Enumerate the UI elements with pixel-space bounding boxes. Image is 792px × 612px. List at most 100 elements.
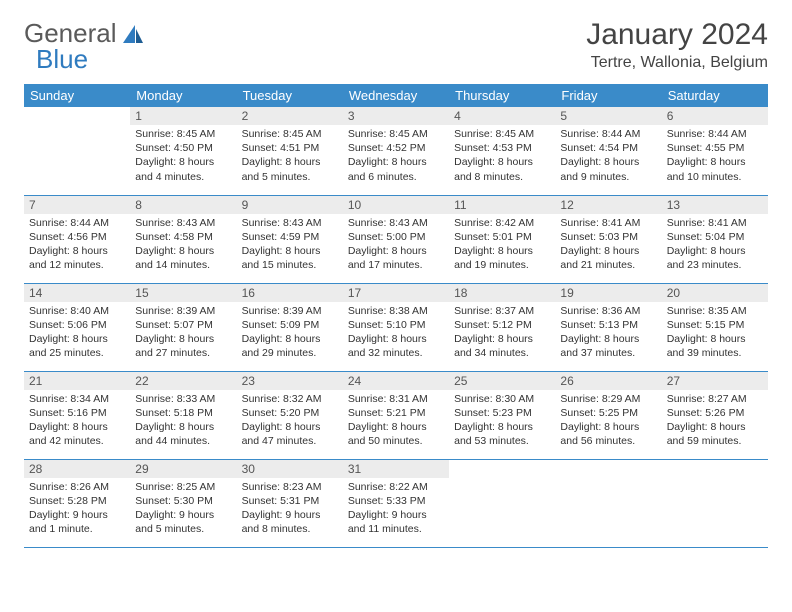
- daylight-text-1: Daylight: 8 hours: [242, 244, 338, 258]
- day-body: Sunrise: 8:43 AMSunset: 4:59 PMDaylight:…: [237, 214, 343, 277]
- daylight-text-2: and 29 minutes.: [242, 346, 338, 360]
- day-body: Sunrise: 8:43 AMSunset: 5:00 PMDaylight:…: [343, 214, 449, 277]
- calendar-day-cell: 18Sunrise: 8:37 AMSunset: 5:12 PMDayligh…: [449, 283, 555, 371]
- sunset-text: Sunset: 4:54 PM: [560, 141, 656, 155]
- daylight-text-1: Daylight: 8 hours: [560, 332, 656, 346]
- daylight-text-1: Daylight: 8 hours: [29, 332, 125, 346]
- sunset-text: Sunset: 4:52 PM: [348, 141, 444, 155]
- daylight-text-2: and 9 minutes.: [560, 170, 656, 184]
- day-body: Sunrise: 8:38 AMSunset: 5:10 PMDaylight:…: [343, 302, 449, 365]
- day-body: Sunrise: 8:45 AMSunset: 4:52 PMDaylight:…: [343, 125, 449, 188]
- sunset-text: Sunset: 5:01 PM: [454, 230, 550, 244]
- daylight-text-1: Daylight: 8 hours: [560, 155, 656, 169]
- daylight-text-1: Daylight: 8 hours: [454, 420, 550, 434]
- daylight-text-2: and 5 minutes.: [242, 170, 338, 184]
- day-body: Sunrise: 8:39 AMSunset: 5:07 PMDaylight:…: [130, 302, 236, 365]
- title-block: January 2024 Tertre, Wallonia, Belgium: [586, 18, 768, 72]
- daylight-text-1: Daylight: 9 hours: [135, 508, 231, 522]
- day-body: Sunrise: 8:23 AMSunset: 5:31 PMDaylight:…: [237, 478, 343, 541]
- daylight-text-1: Daylight: 8 hours: [135, 332, 231, 346]
- calendar-day-cell: 25Sunrise: 8:30 AMSunset: 5:23 PMDayligh…: [449, 371, 555, 459]
- day-number: 30: [237, 460, 343, 478]
- daylight-text-1: Daylight: 8 hours: [454, 155, 550, 169]
- calendar-day-cell: 22Sunrise: 8:33 AMSunset: 5:18 PMDayligh…: [130, 371, 236, 459]
- calendar-day-cell: 26Sunrise: 8:29 AMSunset: 5:25 PMDayligh…: [555, 371, 661, 459]
- location-text: Tertre, Wallonia, Belgium: [586, 54, 768, 72]
- sunrise-text: Sunrise: 8:42 AM: [454, 216, 550, 230]
- daylight-text-2: and 44 minutes.: [135, 434, 231, 448]
- sunset-text: Sunset: 5:25 PM: [560, 406, 656, 420]
- calendar-day-cell: 13Sunrise: 8:41 AMSunset: 5:04 PMDayligh…: [662, 195, 768, 283]
- daylight-text-2: and 34 minutes.: [454, 346, 550, 360]
- sunrise-text: Sunrise: 8:27 AM: [667, 392, 763, 406]
- weekday-header: Tuesday: [237, 84, 343, 107]
- sunrise-text: Sunrise: 8:43 AM: [135, 216, 231, 230]
- sunrise-text: Sunrise: 8:26 AM: [29, 480, 125, 494]
- day-body: Sunrise: 8:44 AMSunset: 4:55 PMDaylight:…: [662, 125, 768, 188]
- daylight-text-1: Daylight: 8 hours: [135, 420, 231, 434]
- sunset-text: Sunset: 5:09 PM: [242, 318, 338, 332]
- sunrise-text: Sunrise: 8:25 AM: [135, 480, 231, 494]
- day-number: 16: [237, 284, 343, 302]
- day-number: 23: [237, 372, 343, 390]
- sunset-text: Sunset: 5:33 PM: [348, 494, 444, 508]
- calendar-body: ..1Sunrise: 8:45 AMSunset: 4:50 PMDaylig…: [24, 107, 768, 547]
- day-number: 20: [662, 284, 768, 302]
- sunrise-text: Sunrise: 8:39 AM: [242, 304, 338, 318]
- calendar-day-cell: 4Sunrise: 8:45 AMSunset: 4:53 PMDaylight…: [449, 107, 555, 195]
- day-number: 2: [237, 107, 343, 125]
- sunset-text: Sunset: 4:59 PM: [242, 230, 338, 244]
- daylight-text-2: and 6 minutes.: [348, 170, 444, 184]
- month-title: January 2024: [586, 18, 768, 52]
- sunset-text: Sunset: 5:06 PM: [29, 318, 125, 332]
- daylight-text-1: Daylight: 8 hours: [242, 332, 338, 346]
- sunset-text: Sunset: 4:55 PM: [667, 141, 763, 155]
- calendar-head: SundayMondayTuesdayWednesdayThursdayFrid…: [24, 84, 768, 107]
- daylight-text-1: Daylight: 8 hours: [242, 155, 338, 169]
- daylight-text-1: Daylight: 8 hours: [348, 244, 444, 258]
- day-body: Sunrise: 8:34 AMSunset: 5:16 PMDaylight:…: [24, 390, 130, 453]
- day-body: Sunrise: 8:44 AMSunset: 4:56 PMDaylight:…: [24, 214, 130, 277]
- sunrise-text: Sunrise: 8:30 AM: [454, 392, 550, 406]
- daylight-text-1: Daylight: 8 hours: [667, 244, 763, 258]
- sunset-text: Sunset: 5:18 PM: [135, 406, 231, 420]
- day-body: Sunrise: 8:35 AMSunset: 5:15 PMDaylight:…: [662, 302, 768, 365]
- daylight-text-2: and 1 minute.: [29, 522, 125, 536]
- calendar-day-cell: 7Sunrise: 8:44 AMSunset: 4:56 PMDaylight…: [24, 195, 130, 283]
- calendar-day-cell: ..: [449, 459, 555, 547]
- weekday-header: Sunday: [24, 84, 130, 107]
- weekday-header: Wednesday: [343, 84, 449, 107]
- day-number: 7: [24, 196, 130, 214]
- sunset-text: Sunset: 5:20 PM: [242, 406, 338, 420]
- calendar-day-cell: 29Sunrise: 8:25 AMSunset: 5:30 PMDayligh…: [130, 459, 236, 547]
- day-body: Sunrise: 8:27 AMSunset: 5:26 PMDaylight:…: [662, 390, 768, 453]
- header: General January 2024 Tertre, Wallonia, B…: [24, 18, 768, 72]
- day-body: Sunrise: 8:41 AMSunset: 5:03 PMDaylight:…: [555, 214, 661, 277]
- sunrise-text: Sunrise: 8:43 AM: [348, 216, 444, 230]
- day-number: 19: [555, 284, 661, 302]
- daylight-text-2: and 14 minutes.: [135, 258, 231, 272]
- sunrise-text: Sunrise: 8:22 AM: [348, 480, 444, 494]
- day-number: 24: [343, 372, 449, 390]
- sunset-text: Sunset: 4:51 PM: [242, 141, 338, 155]
- sunrise-text: Sunrise: 8:44 AM: [29, 216, 125, 230]
- day-number: 15: [130, 284, 236, 302]
- day-number: 21: [24, 372, 130, 390]
- calendar-day-cell: 11Sunrise: 8:42 AMSunset: 5:01 PMDayligh…: [449, 195, 555, 283]
- day-body: Sunrise: 8:39 AMSunset: 5:09 PMDaylight:…: [237, 302, 343, 365]
- sunrise-text: Sunrise: 8:40 AM: [29, 304, 125, 318]
- sunrise-text: Sunrise: 8:45 AM: [135, 127, 231, 141]
- sunrise-text: Sunrise: 8:41 AM: [560, 216, 656, 230]
- daylight-text-2: and 8 minutes.: [242, 522, 338, 536]
- daylight-text-2: and 39 minutes.: [667, 346, 763, 360]
- day-number: 10: [343, 196, 449, 214]
- sunset-text: Sunset: 5:13 PM: [560, 318, 656, 332]
- day-number: 3: [343, 107, 449, 125]
- sunrise-text: Sunrise: 8:23 AM: [242, 480, 338, 494]
- logo-sail-icon: [121, 23, 145, 45]
- sunrise-text: Sunrise: 8:32 AM: [242, 392, 338, 406]
- day-number: 29: [130, 460, 236, 478]
- day-body: Sunrise: 8:33 AMSunset: 5:18 PMDaylight:…: [130, 390, 236, 453]
- sunrise-text: Sunrise: 8:37 AM: [454, 304, 550, 318]
- calendar-day-cell: 27Sunrise: 8:27 AMSunset: 5:26 PMDayligh…: [662, 371, 768, 459]
